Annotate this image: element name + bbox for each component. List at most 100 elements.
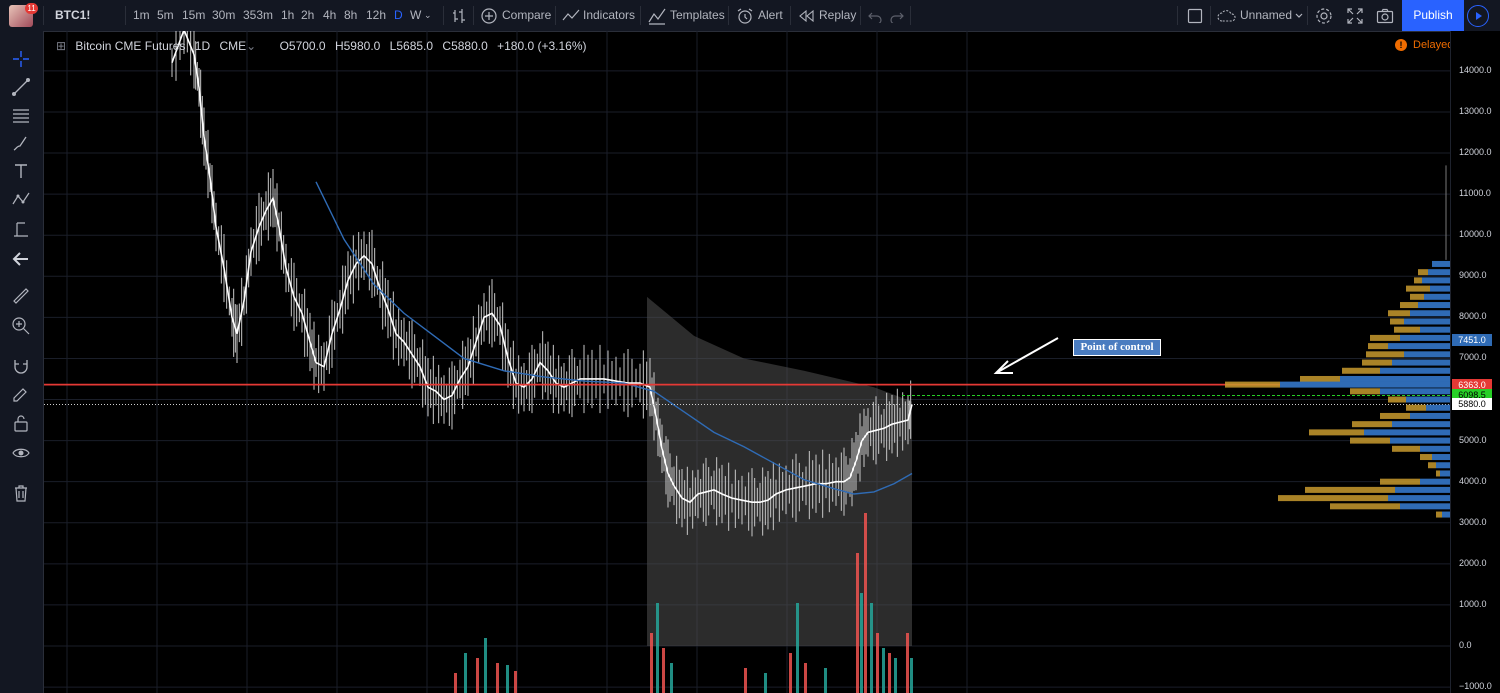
layout-name[interactable]: Unnamed: [1240, 8, 1293, 22]
volume-profile-bar: [1278, 495, 1388, 502]
volume-profile-bar: [1428, 462, 1436, 469]
volume-profile-bar: [1395, 486, 1450, 493]
arrow-left-icon[interactable]: [11, 249, 31, 269]
chevron-down-icon[interactable]: [1295, 12, 1303, 20]
volume-profile-bar: [1225, 381, 1280, 388]
rewind-icon[interactable]: [798, 8, 814, 24]
divider: [473, 6, 474, 25]
price-label: 7451.0: [1452, 333, 1492, 346]
delayed-status[interactable]: ! Delayed: [1395, 39, 1453, 51]
volume-bar: [910, 658, 913, 693]
divider: [443, 6, 444, 25]
redo-icon[interactable]: [890, 9, 904, 23]
price-tick: −1000.0: [1459, 681, 1492, 692]
lock-icon[interactable]: [11, 413, 31, 433]
indicators-icon[interactable]: [562, 7, 580, 25]
camera-icon[interactable]: [1376, 7, 1394, 25]
volume-bar: [824, 668, 827, 693]
divider: [555, 6, 556, 25]
volume-profile-bar: [1440, 470, 1450, 477]
replay-button[interactable]: Replay: [819, 8, 857, 22]
legend-interval: 1D: [194, 39, 211, 53]
brush-icon[interactable]: [11, 133, 31, 153]
volume-profile-bar: [1280, 381, 1450, 388]
price-tick: 12000.0: [1459, 147, 1492, 158]
interval-1h[interactable]: 1h: [281, 8, 295, 22]
legend-open: O5700.0: [279, 39, 326, 53]
interval-30m[interactable]: 30m: [212, 8, 236, 22]
indicators-button[interactable]: Indicators: [583, 8, 636, 22]
legend-symbol-name[interactable]: Bitcoin CME Futures: [75, 39, 186, 53]
collapse-legend-icon[interactable]: ⊞: [56, 39, 67, 53]
gear-icon[interactable]: [1315, 7, 1333, 25]
point-of-control-note[interactable]: Point of control: [1073, 339, 1161, 356]
symbol-search[interactable]: BTC1!: [55, 8, 91, 22]
volume-profile-bar: [1390, 318, 1404, 325]
volume-profile-bar: [1380, 478, 1420, 485]
forecast-icon[interactable]: [11, 219, 31, 239]
interval-D[interactable]: D: [394, 8, 403, 22]
volume-profile-bar: [1342, 367, 1380, 374]
alert-button[interactable]: Alert: [758, 8, 783, 22]
zoom-in-icon[interactable]: [11, 316, 31, 336]
play-icon[interactable]: [1467, 5, 1489, 27]
top-toolbar: 11 BTC1! 1m 5m 15m 30m 353m 1h 2h 4h 8h 12h D W ⌄ Co…: [0, 0, 1500, 32]
interval-8h[interactable]: 8h: [344, 8, 358, 22]
volume-profile-bar: [1410, 412, 1450, 419]
volume-profile-bar: [1426, 404, 1450, 411]
trash-icon[interactable]: [11, 483, 31, 503]
volume-profile-bar: [1430, 285, 1450, 292]
interval-12h[interactable]: 12h: [366, 8, 387, 22]
volume-profile-bar: [1420, 445, 1450, 452]
interval-chevron-icon[interactable]: ⌄: [424, 10, 432, 20]
undo-icon[interactable]: [868, 9, 882, 23]
fullscreen-icon[interactable]: [1346, 7, 1364, 25]
divider: [43, 6, 44, 25]
select-layout-icon[interactable]: [1187, 8, 1203, 24]
interval-W[interactable]: W: [410, 8, 422, 22]
volume-profile-bar: [1420, 326, 1450, 333]
interval-5m[interactable]: 5m: [157, 8, 174, 22]
volume-profile-bar: [1400, 334, 1450, 341]
volume-profile-bar: [1406, 396, 1450, 403]
volume-profile-bar: [1406, 404, 1426, 411]
interval-353m[interactable]: 353m: [243, 8, 274, 22]
interval-4h[interactable]: 4h: [323, 8, 337, 22]
trend-line-icon[interactable]: [11, 77, 31, 97]
legend-chevron-icon[interactable]: ⌄: [246, 39, 257, 53]
compare-add-icon[interactable]: [481, 7, 497, 25]
volume-bar: [744, 668, 747, 693]
publish-button[interactable]: Publish: [1402, 0, 1464, 31]
templates-button[interactable]: Templates: [670, 8, 725, 22]
volume-bar: [514, 671, 517, 693]
ruler-icon[interactable]: [11, 286, 31, 306]
eye-icon[interactable]: [11, 443, 31, 463]
volume-profile-bar: [1330, 503, 1400, 510]
price-tick: 10000.0: [1459, 229, 1492, 240]
price-tick: 8000.0: [1459, 311, 1487, 322]
volume-bar: [662, 648, 665, 693]
crosshair-icon[interactable]: [11, 49, 31, 69]
volume-profile-bar: [1432, 260, 1450, 267]
templates-icon[interactable]: [648, 7, 666, 25]
price-axis[interactable]: [1450, 31, 1500, 693]
pattern-icon[interactable]: [11, 189, 31, 209]
price-chart[interactable]: [44, 31, 1450, 693]
volume-profile-bar: [1380, 412, 1410, 419]
volume-bar: [876, 633, 879, 693]
volume-profile-bar: [1406, 285, 1430, 292]
horizontal-lines-icon[interactable]: [11, 105, 31, 125]
volume-profile-bar: [1404, 351, 1450, 358]
alarm-clock-icon[interactable]: [736, 7, 754, 25]
interval-15m[interactable]: 15m: [182, 8, 206, 22]
volume-bar: [764, 673, 767, 693]
pencil-lock-icon[interactable]: [11, 383, 31, 403]
interval-2h[interactable]: 2h: [301, 8, 315, 22]
interval-1m[interactable]: 1m: [133, 8, 150, 22]
compare-button[interactable]: Compare: [502, 8, 552, 22]
bar-style-icon[interactable]: [451, 7, 467, 25]
magnet-icon[interactable]: [11, 356, 31, 376]
chart-pane[interactable]: [44, 31, 1450, 693]
volume-profile-bar: [1388, 396, 1406, 403]
text-tool-icon[interactable]: [11, 161, 31, 181]
